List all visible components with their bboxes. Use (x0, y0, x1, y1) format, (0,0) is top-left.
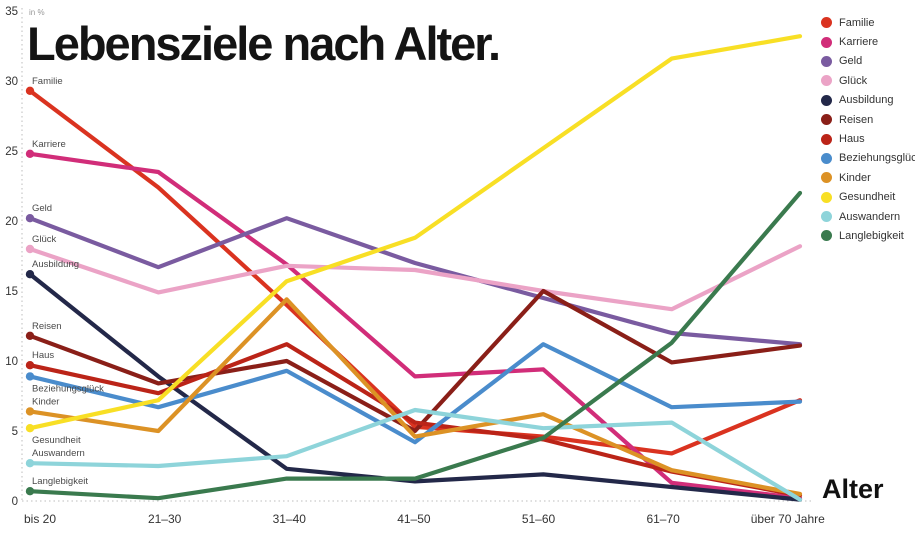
series-inline-label-gesundheit: Gesundheit (32, 435, 81, 446)
x-tick-label: 61–70 (646, 512, 680, 526)
legend-label: Beziehungsglück (839, 152, 915, 165)
series-line-ausbildung (27, 272, 803, 502)
legend-swatch-familie (821, 17, 832, 29)
legend: Familie Karriere Geld Glück Ausbildung Reisen… (821, 13, 915, 246)
series-inline-label-karriere: Karriere (32, 139, 66, 150)
legend-item-familie: Familie (821, 13, 915, 32)
legend-label: Kinder (839, 171, 871, 184)
series-line-familie (27, 88, 803, 456)
legend-item-karriere: Karriere (821, 32, 915, 51)
legend-item-beziehungsgluck: Beziehungsglück (821, 149, 915, 168)
legend-item-reisen: Reisen (821, 110, 915, 129)
y-tick-label: 35 (5, 6, 18, 18)
chart-title: Lebensziele nach Alter. (27, 17, 501, 70)
series-line-reisen (27, 288, 803, 434)
y-axis-unit-label: in % (29, 8, 45, 17)
series-start-dot-auswandern (25, 459, 35, 468)
series-inline-label-reisen: Reisen (32, 321, 62, 332)
series-start-dot-gesundheit (25, 424, 35, 433)
series-inline-label-kinder: Kinder (32, 396, 59, 407)
legend-item-ausbildung: Ausbildung (821, 91, 915, 110)
legend-swatch-geld (821, 55, 832, 67)
series-line-langlebigkeit (27, 190, 803, 501)
series-line-beziehungsgluck (27, 342, 803, 445)
legend-item-haus: Haus (821, 129, 915, 148)
legend-item-auswandern: Auswandern (821, 207, 915, 226)
series-inline-label-ausbildung: Ausbildung (32, 259, 79, 270)
legend-swatch-reisen (821, 114, 832, 126)
series-line-kinder (27, 297, 803, 497)
y-tick-label: 5 (12, 426, 18, 438)
legend-swatch-ausbildung (821, 94, 832, 106)
series-inline-label-familie: Familie (32, 76, 63, 87)
series-start-dot-geld (25, 214, 35, 223)
legend-label: Karriere (839, 36, 879, 49)
legend-item-gesundheit: Gesundheit (821, 188, 915, 207)
series-inline-label-geld: Geld (32, 203, 52, 214)
x-tick-label: 51–60 (522, 512, 556, 526)
series-line-auswandern (27, 407, 803, 502)
legend-item-langlebigkeit: Langlebigkeit (821, 226, 915, 245)
series-line-geld (27, 216, 803, 347)
series-start-dot-kinder (25, 407, 35, 416)
series-start-dot-reisen (25, 331, 35, 340)
series-start-dot-langlebigkeit (25, 487, 35, 496)
series-inline-label-haus: Haus (32, 350, 54, 361)
legend-swatch-karriere (821, 36, 832, 48)
series-inline-label-gluck: Glück (32, 234, 57, 245)
legend-label: Familie (839, 16, 875, 29)
legend-label: Haus (839, 133, 865, 146)
series-start-dot-beziehungsgluck (25, 372, 35, 381)
x-tick-label: 21–30 (148, 512, 182, 526)
series-line-gesundheit (27, 34, 803, 431)
x-tick-label: bis 20 (24, 512, 56, 526)
x-axis-title: Alter (822, 474, 884, 504)
x-tick-label: 31–40 (273, 512, 307, 526)
legend-swatch-beziehungsgluck (821, 152, 832, 164)
y-tick-label: 20 (5, 216, 18, 228)
legend-label: Langlebigkeit (839, 229, 904, 242)
series-start-dot-gluck (25, 244, 35, 254)
y-tick-label: 25 (5, 146, 18, 158)
x-tick-label: 41–50 (397, 512, 431, 526)
legend-item-gluck: Glück (821, 71, 915, 90)
legend-swatch-haus (821, 133, 832, 145)
series-inline-label-langlebigkeit: Langlebigkeit (32, 476, 88, 487)
legend-swatch-gluck (821, 75, 832, 87)
legend-label: Geld (839, 55, 863, 68)
legend-label: Ausbildung (839, 94, 894, 107)
legend-swatch-gesundheit (821, 191, 832, 203)
legend-swatch-auswandern (821, 211, 832, 223)
series-line-karriere (27, 151, 803, 501)
legend-label: Reisen (839, 113, 874, 126)
series-start-dot-ausbildung (25, 270, 35, 279)
series-inline-label-auswandern: Auswandern (32, 448, 85, 459)
legend-item-kinder: Kinder (821, 168, 915, 187)
legend-item-geld: Geld (821, 52, 915, 71)
series-start-dot-haus (25, 361, 35, 370)
y-tick-label: 0 (12, 496, 18, 508)
y-tick-label: 30 (5, 76, 18, 88)
series-start-dot-familie (25, 86, 35, 96)
y-tick-label: 15 (5, 286, 18, 298)
x-tick-label: über 70 Jahre (751, 512, 825, 526)
legend-label: Gesundheit (839, 191, 896, 204)
legend-swatch-langlebigkeit (821, 230, 832, 242)
y-tick-label: 10 (5, 356, 18, 368)
series-line-gluck (27, 244, 803, 312)
legend-swatch-kinder (821, 172, 832, 184)
legend-label: Auswandern (839, 210, 901, 223)
series-start-dot-karriere (25, 149, 35, 158)
legend-label: Glück (839, 74, 868, 87)
series-inline-label-beziehungsgluck: Beziehungsglück (32, 383, 104, 394)
